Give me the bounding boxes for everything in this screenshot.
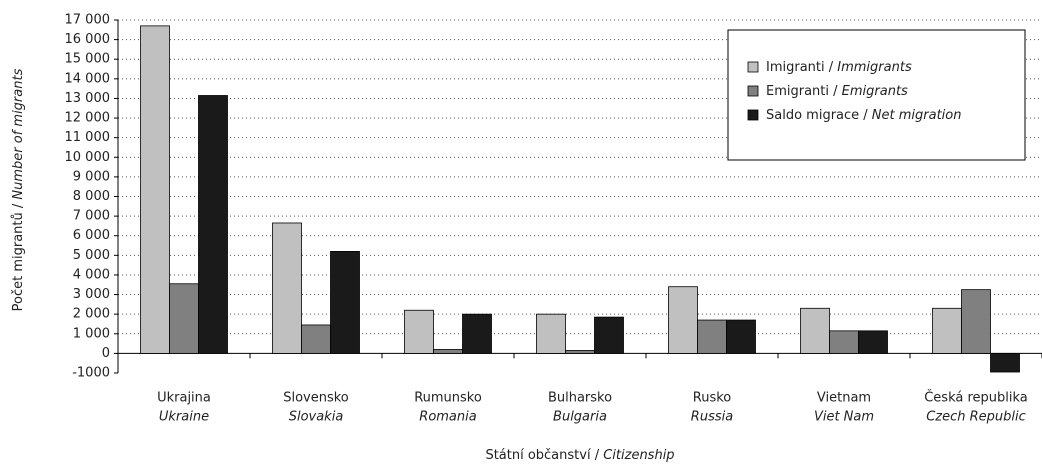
bar <box>858 330 888 354</box>
y-tick-label: 12 000 <box>65 111 111 126</box>
bar <box>536 313 566 354</box>
x-tick-label-en: Russia <box>691 410 733 425</box>
x-tick-label: Vietnam <box>817 391 871 406</box>
y-tick-label: 15 000 <box>65 52 111 67</box>
bar <box>697 319 727 354</box>
y-tick-label: 6 000 <box>73 228 110 243</box>
bar <box>462 313 492 354</box>
bar <box>198 95 228 354</box>
x-axis-label: Státní občanství / Citizenship <box>485 448 674 463</box>
bar <box>961 289 991 354</box>
legend-swatch <box>747 61 759 73</box>
y-tick-label: 14 000 <box>65 71 111 86</box>
bar <box>594 316 624 354</box>
y-tick-label: 8 000 <box>73 189 110 204</box>
x-tick-label: Rusko <box>693 391 732 406</box>
y-tick-label: 2 000 <box>73 307 110 322</box>
y-tick-label: 3 000 <box>73 287 110 302</box>
bar <box>140 25 170 354</box>
bar <box>301 324 331 354</box>
x-tick-label: Bulharsko <box>548 391 612 406</box>
bar <box>726 319 756 354</box>
bar <box>829 330 859 354</box>
y-tick-label: 13 000 <box>65 91 111 106</box>
y-tick-label: 16 000 <box>65 32 111 47</box>
bar <box>330 251 360 354</box>
y-tick-label: 10 000 <box>65 150 111 165</box>
y-tick-label: 1 000 <box>73 326 110 341</box>
bar <box>565 350 595 354</box>
y-tick-label: 4 000 <box>73 267 110 282</box>
x-tick-label-en: Romania <box>419 410 476 425</box>
y-tick-label: 9 000 <box>73 169 110 184</box>
legend-label: Imigranti / Immigrants <box>766 60 912 75</box>
y-axis-label: Počet migrantů / Number of migrants <box>11 68 26 311</box>
bar <box>932 307 962 354</box>
bar <box>169 283 199 354</box>
legend-label: Saldo migrace / Net migration <box>766 108 962 123</box>
x-tick-label: Ukrajina <box>157 391 211 406</box>
bar <box>404 309 434 354</box>
y-tick-label: 17 000 <box>65 13 111 28</box>
y-tick-label: 5 000 <box>73 248 110 263</box>
x-tick-label: Česká republika <box>924 390 1028 406</box>
bar <box>433 349 463 354</box>
x-tick-label: Rumunsko <box>414 391 482 406</box>
bar <box>990 352 1020 373</box>
bar <box>272 222 302 354</box>
bar <box>800 307 830 354</box>
x-tick-label-en: Czech Republic <box>926 410 1026 425</box>
x-tick-label-en: Viet Nam <box>814 410 874 425</box>
legend-box <box>727 29 1026 161</box>
legend-swatch <box>747 109 759 121</box>
y-tick-label: 11 000 <box>65 130 111 145</box>
y-tick-label: 0 <box>102 346 110 361</box>
y-tick-label: -1000 <box>72 366 110 381</box>
legend-swatch <box>747 85 759 97</box>
x-tick-label-en: Slovakia <box>289 410 344 425</box>
x-tick-label-en: Ukraine <box>159 410 209 425</box>
y-tick-label: 7 000 <box>73 209 110 224</box>
x-tick-label: Slovensko <box>283 391 349 406</box>
x-tick-label-en: Bulgaria <box>553 410 607 425</box>
bar <box>668 286 698 354</box>
legend-label: Emigranti / Emigrants <box>766 84 908 99</box>
